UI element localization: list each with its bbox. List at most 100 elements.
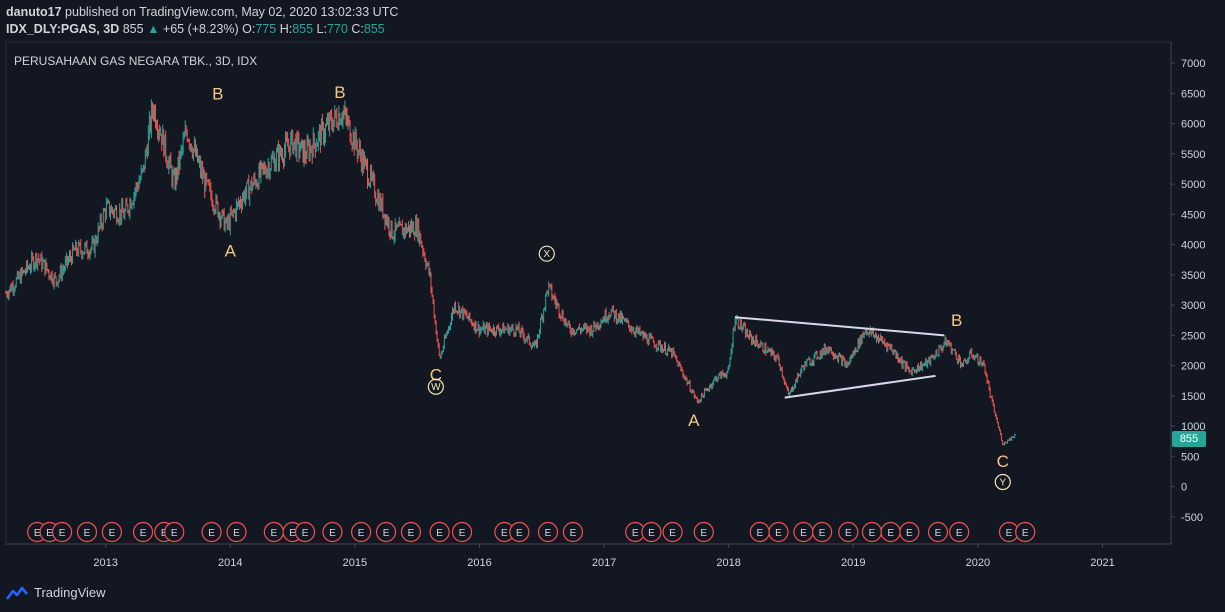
wave-label: A (225, 242, 237, 261)
candle (653, 340, 656, 349)
earnings-marker-label: E (800, 528, 807, 539)
y-tick-label: 4500 (1181, 209, 1205, 221)
earnings-marker (164, 521, 185, 543)
earnings-marker-label: E (775, 528, 782, 539)
earnings-marker-label: E (887, 528, 894, 539)
y-axis-ticks: 7000650060005500500045004000350030002500… (1171, 58, 1205, 524)
author-name[interactable]: danuto17 (6, 5, 62, 19)
candles-group (4, 99, 1016, 446)
x-tick-label: 2019 (841, 557, 865, 569)
trendline (784, 374, 936, 399)
x-tick-label: 2018 (716, 557, 740, 569)
earnings-marker-label: E (271, 528, 278, 539)
earnings-marker-label: E (756, 528, 763, 539)
low-value: 770 (326, 22, 348, 36)
earnings-marker (927, 521, 949, 543)
earnings-marker (76, 521, 98, 543)
earnings-marker-label: E (289, 528, 296, 539)
earnings-marker (101, 521, 123, 543)
earnings-marker-label: E (84, 528, 91, 539)
earnings-marker-label: E (140, 528, 147, 539)
earnings-marker-label: E (632, 528, 639, 539)
earnings-marker-label: E (408, 528, 415, 539)
wave-label-circle (538, 245, 555, 262)
earnings-marker (375, 521, 397, 543)
y-tick-label: 6500 (1181, 88, 1205, 100)
earnings-marker (51, 521, 73, 543)
earnings-marker (537, 521, 559, 543)
chart-title: PERUSAHAAN GAS NEGARA TBK., 3D, IDX (14, 54, 257, 68)
x-axis-ticks: 2013 2014 2015 2016 2017 2018 2019 2020 2021 (93, 544, 1115, 569)
earnings-marker (768, 521, 789, 543)
wave-label-circle (994, 473, 1011, 491)
earnings-marker-label: E (906, 528, 913, 539)
high-value: 855 (292, 22, 314, 36)
y-tick-label: 2000 (1181, 361, 1205, 373)
y-tick-label: 5500 (1181, 149, 1205, 161)
tradingview-logo-icon (6, 586, 28, 600)
y-tick-label: 6000 (1181, 119, 1205, 131)
wave-label-circle (427, 378, 444, 395)
up-arrow-icon: ▲ (147, 22, 160, 36)
earnings-marker-label: E (570, 528, 577, 539)
earnings-marker-label: E (648, 528, 655, 539)
x-tick-label: 2016 (467, 557, 491, 569)
y-tick-label: 3500 (1181, 270, 1205, 282)
x-tick-label: 2021 (1090, 557, 1114, 569)
earnings-marker-label: E (545, 528, 552, 539)
last-price-tag: 855 (1172, 431, 1206, 447)
earnings-marker (641, 521, 662, 543)
earnings-marker-label: E (819, 528, 826, 539)
earnings-marker-label: E (700, 528, 707, 539)
earnings-marker-label: E (1022, 528, 1029, 539)
wave-label: A (688, 411, 700, 430)
y-tick-label: 0 (1181, 482, 1187, 494)
brand-name: TradingView (34, 585, 106, 600)
earnings-marker (838, 521, 859, 543)
earnings-marker (351, 521, 372, 543)
publish-text: published on TradingView.com, May 02, 20… (65, 5, 399, 19)
earnings-marker-label: E (358, 528, 365, 539)
candle (993, 403, 996, 413)
earnings-marker (693, 521, 714, 543)
symbol-name: IDX_DLY:PGAS, 3D (6, 22, 120, 36)
y-tick-label: 2500 (1181, 330, 1205, 342)
close-value: 855 (363, 22, 385, 36)
earnings-marker-label: E (459, 528, 466, 539)
earnings-marker-label: E (109, 528, 116, 539)
earnings-marker (1015, 521, 1036, 543)
earnings-marker (400, 521, 422, 543)
low-label: L: (316, 22, 327, 36)
open-value: 775 (255, 22, 277, 36)
earnings-marker-label: E (383, 528, 390, 539)
y-tick-label: 3000 (1181, 300, 1205, 312)
x-tick-label: 2020 (966, 557, 990, 569)
earnings-marker-label: E (845, 528, 852, 539)
high-label: H: (279, 22, 293, 36)
earnings-marker (509, 521, 530, 543)
earnings-marker-label: E (516, 528, 523, 539)
earnings-marker-label: E (233, 528, 240, 539)
symbol-info: IDX_DLY:PGAS, 3D 855 ▲ +65 (+8.23%) O:77… (6, 22, 385, 36)
earnings-marker (899, 521, 920, 543)
earnings-marker-label: E (46, 528, 53, 539)
y-tick-label: 1000 (1181, 421, 1205, 433)
candle (437, 343, 441, 356)
footer-brand[interactable]: TradingView (6, 585, 106, 600)
earnings-marker (322, 521, 343, 543)
earnings-marker (562, 521, 584, 543)
wave-label: W (431, 382, 441, 393)
x-tick-label: 2017 (592, 557, 616, 569)
earnings-marker (949, 521, 970, 543)
candle (547, 281, 550, 297)
candle (1013, 433, 1016, 439)
earnings-marker (429, 521, 450, 543)
close-label: C: (351, 22, 364, 36)
earnings-marker-label: E (302, 528, 309, 539)
candle (539, 317, 542, 334)
publish-info: danuto17 published on TradingView.com, M… (6, 5, 398, 19)
trendlines-group (734, 316, 945, 399)
earnings-marker (132, 521, 154, 543)
